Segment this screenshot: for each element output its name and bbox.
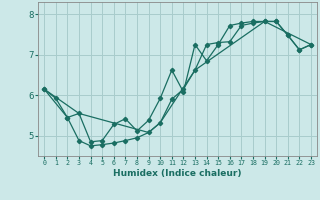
X-axis label: Humidex (Indice chaleur): Humidex (Indice chaleur) <box>113 169 242 178</box>
